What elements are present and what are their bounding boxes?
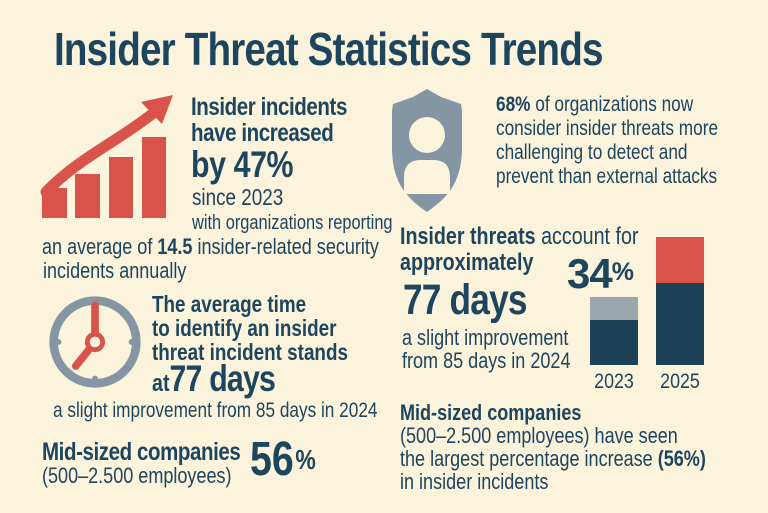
incidents-detail-line1: with organizations reporting [192, 212, 393, 234]
midsized-right-line1: Mid-sized companies [400, 400, 582, 425]
account-line1-rest: account for [535, 223, 639, 250]
bar-2025 [656, 237, 704, 365]
time-at: at [152, 370, 170, 397]
account-caption2: from 85 days in 2024 [402, 348, 571, 373]
midsized-right-line3: the largest percentage increase (56%) [400, 446, 706, 472]
time-line1: The average time [152, 291, 307, 317]
midsized-stat-symbol: % [295, 444, 316, 475]
account-caption1: a slight improvement [402, 325, 569, 350]
page-title: Insider Threat Statistics Trends [54, 23, 603, 75]
time-caption: a slight improvement from 85 days in 202… [53, 399, 378, 422]
incidents-line2: have increased [191, 119, 334, 147]
bar-2023 [590, 297, 638, 365]
incidents-line1: Insider incidents [191, 93, 347, 121]
time-value: 77 days [169, 358, 276, 399]
midsized-left-line1: Mid-sized companies [42, 438, 241, 466]
midsized-left-stat: 56 % [250, 432, 316, 487]
detail-post: insider-related security [192, 234, 379, 259]
account-line2: approximately [400, 249, 534, 276]
detection-stat: 68% [496, 93, 531, 116]
midsized-right-line2: (500–2.500 employees) have seen [400, 423, 678, 448]
detail-value: 14.5 [157, 234, 193, 259]
time-line3: threat incident stands [152, 339, 348, 365]
bar-2025-base [656, 283, 704, 365]
annotation-number: 34 [567, 250, 613, 297]
midsized-right-line3-pre: the largest percentage increase [400, 446, 658, 471]
bar-2025-top [656, 237, 704, 283]
chart-annotation: 34 % [567, 250, 634, 298]
midsized-right-line4: in insider incidents [400, 469, 549, 494]
shield-user-icon [392, 89, 462, 212]
year-comparison-chart: 34 % 2023 2025 [565, 228, 725, 394]
time-line2: to identify an insider [152, 315, 337, 341]
clock-icon [49, 296, 141, 388]
midsized-right-line3-bold: (56%) [657, 446, 706, 471]
bar-label-2023: 2023 [594, 370, 634, 393]
bar-2023-base [590, 320, 638, 365]
midsized-stat-number: 56 [250, 433, 294, 486]
account-value: 77 days [403, 276, 527, 324]
annotation-symbol: % [611, 258, 634, 286]
incidents-detail-line3: incidents annually [43, 258, 187, 283]
time-line4: at 77 days [152, 358, 276, 400]
growth-bar-chart-arrow-icon [40, 95, 173, 218]
detection-line2: consider insider threats more [496, 117, 719, 140]
incidents-highlight: by 47% [191, 144, 294, 185]
detection-line1: 68% of organizations now [496, 93, 693, 117]
detail-pre: an average of [42, 234, 158, 259]
account-line1-bold: Insider threats [400, 223, 536, 250]
bar-2023-top [590, 297, 638, 320]
midsized-left-line2: (500–2.500 employees) [42, 463, 232, 488]
bar-label-2025: 2025 [660, 370, 700, 393]
detection-line4: prevent than external attacks [496, 165, 718, 188]
incidents-detail-line2: an average of 14.5 insider-related secur… [42, 234, 379, 260]
detection-line3: challenging to detect and [496, 141, 688, 164]
incidents-since: since 2023 [192, 184, 284, 210]
detection-line1-rest: of organizations now [530, 93, 694, 116]
account-line1: Insider threats account for [400, 223, 638, 251]
